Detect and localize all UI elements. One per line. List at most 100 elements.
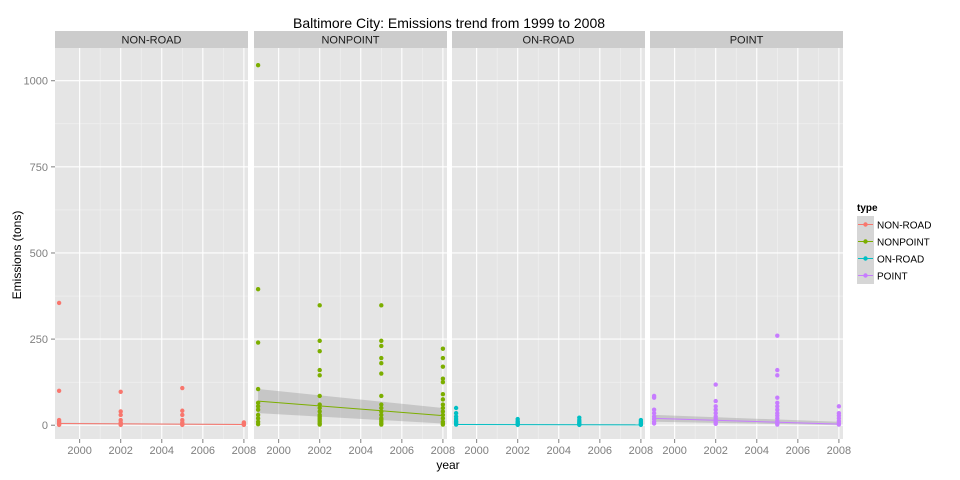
data-point <box>56 388 62 393</box>
legend-label: POINT <box>877 272 908 283</box>
data-point <box>440 346 446 351</box>
chart-title: Baltimore City: Emissions trend from 199… <box>293 15 605 31</box>
data-point <box>836 404 842 409</box>
y-tick-label: 750 <box>30 162 48 174</box>
data-point <box>775 422 780 427</box>
legend-title: type <box>857 203 878 214</box>
data-point <box>241 422 247 428</box>
data-point <box>118 412 123 418</box>
legend: type NON-ROAD NONPOINT ON-ROAD POINT <box>857 203 931 284</box>
data-point <box>775 395 780 400</box>
x-tick-label: 2008 <box>431 445 455 457</box>
data-point <box>713 398 718 404</box>
data-point <box>379 355 384 361</box>
x-tick-label: 2000 <box>266 445 290 457</box>
data-point <box>775 333 780 338</box>
x-tick-label: 2004 <box>547 445 571 457</box>
data-point <box>651 410 657 416</box>
data-point <box>713 404 718 409</box>
legend-item-nonpoint: NONPOINT <box>857 233 930 250</box>
data-point <box>713 421 718 427</box>
panel-point: POINT 2000 2002 2004 2006 2008 <box>650 31 851 457</box>
data-point <box>317 405 322 411</box>
data-point <box>379 371 384 376</box>
x-tick-label: 2002 <box>307 445 331 457</box>
trend-line <box>654 417 839 425</box>
data-point <box>651 395 657 400</box>
y-tick-label: 1000 <box>24 76 48 88</box>
legend-key-point <box>863 222 868 227</box>
x-tick-label: 2008 <box>827 445 851 457</box>
strip-label: NON-ROAD <box>122 35 182 47</box>
data-point <box>317 367 322 373</box>
data-point <box>713 382 718 387</box>
trend-line <box>59 422 244 426</box>
panel-background <box>254 48 447 439</box>
legend-key-point <box>863 273 868 278</box>
x-tick-label: 2004 <box>745 445 769 457</box>
x-tick-label: 2002 <box>703 445 727 457</box>
panel-background <box>55 48 248 439</box>
data-point <box>379 402 384 407</box>
data-point <box>440 409 446 414</box>
x-tick-label: 2008 <box>232 445 256 457</box>
data-point <box>180 412 185 418</box>
x-tick-label: 2000 <box>662 445 686 457</box>
data-point <box>317 303 322 308</box>
data-point <box>440 405 446 411</box>
data-point <box>118 409 123 414</box>
data-point <box>255 286 261 292</box>
data-point <box>440 364 446 369</box>
data-point <box>713 407 718 412</box>
data-point <box>317 373 322 378</box>
data-point <box>118 389 123 395</box>
trend-line <box>258 400 443 417</box>
data-point <box>379 338 384 344</box>
y-tick-label: 0 <box>42 420 48 432</box>
x-tick-label: 2006 <box>390 445 414 457</box>
strip-label: ON-ROAD <box>523 35 575 47</box>
data-point <box>56 300 62 306</box>
strip-label: NONPOINT <box>321 35 379 47</box>
panel-nonpoint: NONPOINT 2000 2002 2004 2006 2008 <box>254 31 455 457</box>
data-point <box>440 392 446 397</box>
data-point <box>317 348 322 354</box>
x-tick-label: 2002 <box>108 445 132 457</box>
data-point <box>440 379 446 385</box>
x-tick-label: 2002 <box>505 445 529 457</box>
y-axis-title: Emissions (tons) <box>10 211 24 300</box>
data-point <box>255 63 261 68</box>
data-point <box>453 410 459 416</box>
x-tick-label: 2008 <box>629 445 653 457</box>
data-point <box>255 407 261 412</box>
data-point <box>317 393 322 399</box>
data-point <box>180 408 185 413</box>
data-point <box>379 343 384 349</box>
data-point <box>255 404 261 409</box>
data-point <box>775 404 780 409</box>
facet-panels: NON-ROAD 2000 2002 2004 2006 2008 NONPOINT 2000… <box>55 31 851 457</box>
confidence-band <box>258 389 443 424</box>
data-point <box>379 303 384 308</box>
data-point <box>317 409 322 414</box>
x-axis-title: year <box>436 458 459 472</box>
data-point <box>379 422 384 427</box>
panel-non-road: NON-ROAD 2000 2002 2004 2006 2008 <box>55 31 256 457</box>
data-point <box>317 422 322 427</box>
data-point <box>379 405 384 411</box>
y-tick-label: 500 <box>30 248 48 260</box>
legend-item-point: POINT <box>857 267 908 284</box>
data-point <box>775 373 780 378</box>
data-point <box>255 340 261 345</box>
y-axis: 0 250 500 750 1000 <box>24 76 55 432</box>
panel-background <box>650 48 843 439</box>
panel-on-road: ON-ROAD 2000 2002 2004 2006 2008 <box>452 31 653 457</box>
strip-point <box>650 31 843 48</box>
data-point <box>180 422 185 428</box>
data-point <box>453 405 459 411</box>
data-point <box>651 407 657 412</box>
strip-on-road <box>452 31 645 48</box>
strip-label: POINT <box>730 35 764 47</box>
x-tick-label: 2006 <box>786 445 810 457</box>
data-point <box>255 421 261 427</box>
